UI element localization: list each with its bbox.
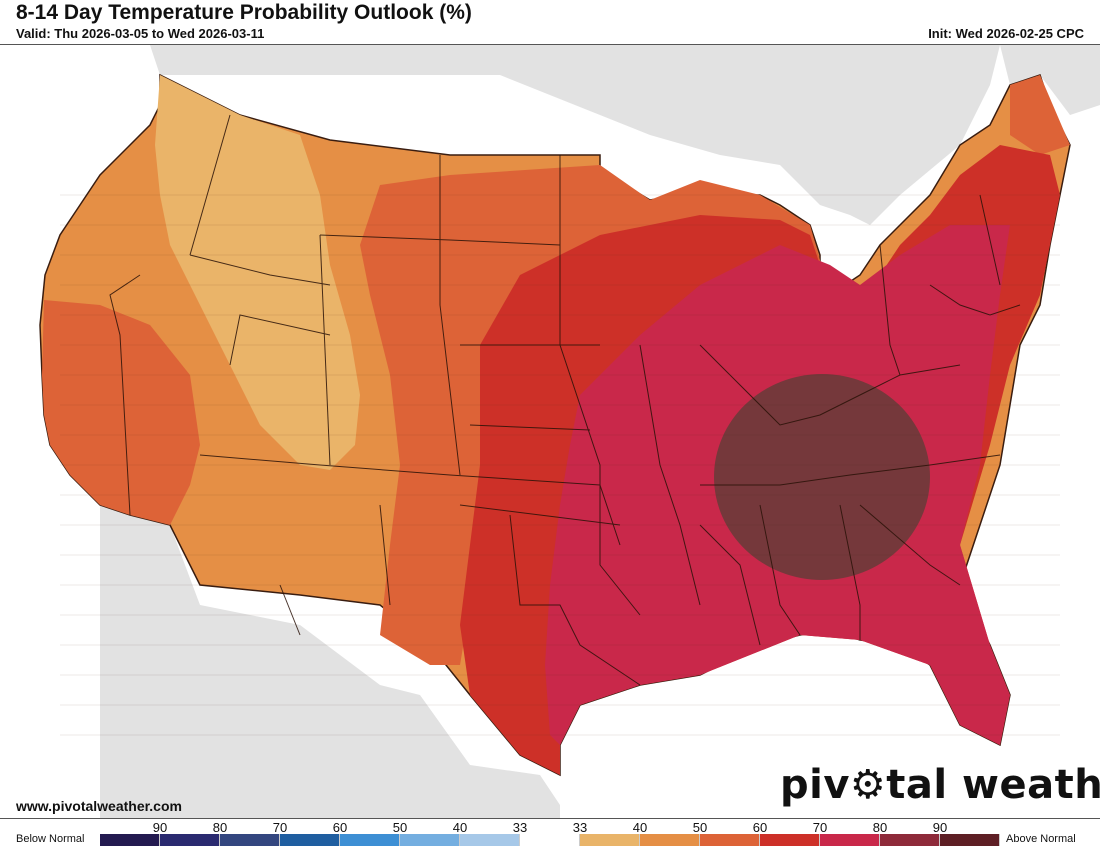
legend-swatch [700, 834, 760, 846]
legend-below-normal: Below Normal [16, 833, 85, 845]
legend-swatch [520, 834, 580, 846]
gear-icon: ⚙ [849, 762, 887, 808]
legend-tick-label: 60 [332, 820, 348, 835]
brand-text-part1: piv [780, 762, 850, 808]
legend-swatch [880, 834, 940, 846]
valid-period: Valid: Thu 2026-03-05 to Wed 2026-03-11 [16, 26, 265, 41]
legend-swatch [100, 834, 160, 846]
outlook-map[interactable] [0, 44, 1100, 819]
map-canvas [0, 45, 1100, 818]
legend-swatch [400, 834, 460, 846]
legend-swatch [760, 834, 820, 846]
zone-90 [714, 374, 930, 580]
legend-tick-label: 80 [872, 820, 888, 835]
legend-color-bar [100, 834, 1000, 846]
init-time: Init: Wed 2026-02-25 CPC [928, 26, 1084, 41]
legend-tick-label: 60 [752, 820, 768, 835]
brand-text-part2: tal weather [886, 762, 1100, 808]
legend-swatch [280, 834, 340, 846]
legend-swatch [820, 834, 880, 846]
legend: Below Normal 90 80 70 60 50 40 33 33 40 50 60 70 80 9… [0, 820, 1100, 850]
legend-above-normal: Above Normal [1006, 833, 1076, 845]
legend-swatch [340, 834, 400, 846]
legend-tick-label: 80 [212, 820, 228, 835]
zone-60-maine [1010, 75, 1070, 155]
brand-logo: piv⚙tal weather [780, 762, 1100, 808]
legend-tick-label: 33 [572, 820, 588, 835]
zone-60-west [42, 300, 200, 525]
legend-tick-label: 90 [932, 820, 948, 835]
zone-40 [155, 75, 360, 470]
legend-tick-label: 40 [632, 820, 648, 835]
site-url[interactable]: www.pivotalweather.com [16, 798, 182, 814]
county-boundaries [60, 194, 1060, 736]
legend-tick-label: 50 [692, 820, 708, 835]
legend-ticks: 90 80 70 60 50 40 33 33 40 50 60 70 80 90 [100, 820, 1000, 835]
legend-tick-label: 50 [392, 820, 408, 835]
legend-tick-label: 70 [272, 820, 288, 835]
state-boundaries [109, 114, 1021, 686]
legend-swatch [220, 834, 280, 846]
legend-tick-label: 33 [512, 820, 528, 835]
map-title: 8-14 Day Temperature Probability Outlook… [16, 1, 472, 24]
legend-swatch [940, 834, 1000, 846]
background-land [100, 45, 1100, 818]
legend-tick-label: 70 [812, 820, 828, 835]
legend-tick-label: 90 [152, 820, 168, 835]
legend-swatch [580, 834, 640, 846]
legend-swatch [640, 834, 700, 846]
legend-swatch [160, 834, 220, 846]
great-lakes [700, 163, 930, 290]
legend-swatch [460, 834, 520, 846]
legend-tick-label: 40 [452, 820, 468, 835]
